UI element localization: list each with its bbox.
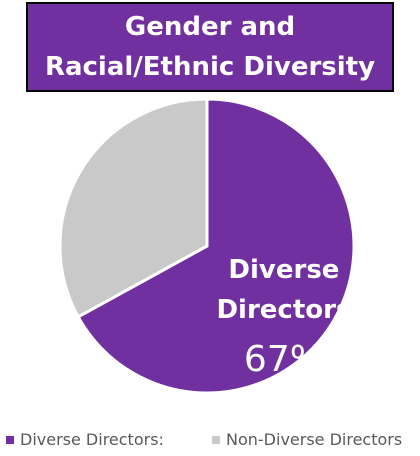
legend-swatch <box>212 435 220 444</box>
legend-item: Non-Diverse Directors <box>212 430 402 449</box>
pie-slice <box>76 97 356 395</box>
slice-label: Diverse Directors <box>216 254 352 325</box>
legend-label: Diverse Directors: <box>20 430 164 449</box>
legend-item: Diverse Directors: <box>6 430 164 449</box>
chart-title: Gender and Racial/Ethnic Diversity <box>26 2 394 92</box>
value-label: 67% <box>243 338 324 380</box>
pie-slice <box>58 97 209 319</box>
legend-label: Non-Diverse Directors <box>226 430 403 449</box>
title-text: Gender and Racial/Ethnic Diversity <box>44 12 376 82</box>
legend-swatch <box>6 435 14 444</box>
